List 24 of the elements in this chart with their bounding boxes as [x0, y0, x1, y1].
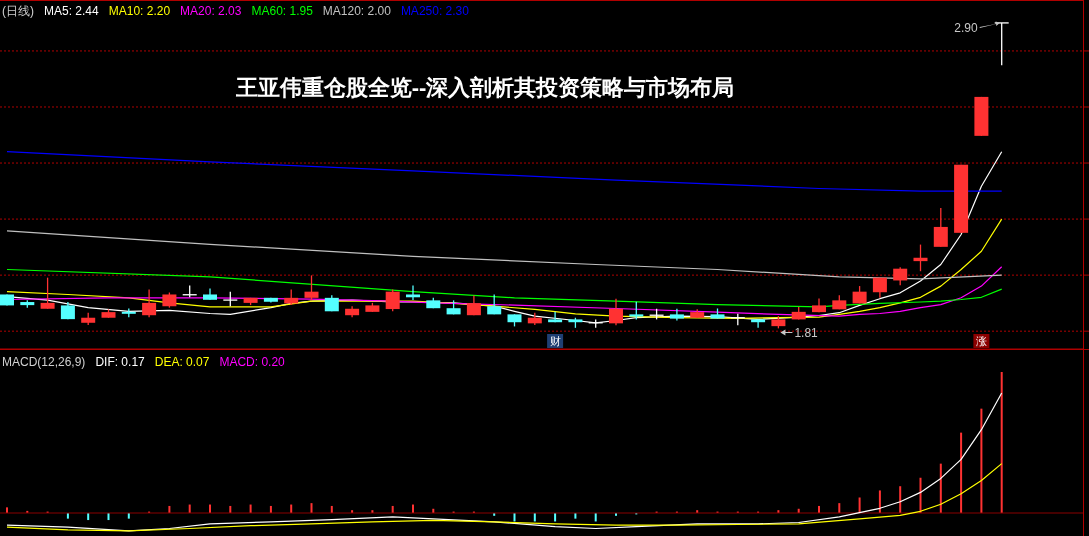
text: 王亚伟重仓股全览--深入剖析其投资策略与市场布局 [234, 75, 735, 100]
bar [310, 503, 313, 513]
text: MACD: 0.20 [219, 355, 286, 369]
text: MA120: 2.00 [322, 4, 392, 18]
text: MA60: 1.95 [251, 4, 314, 18]
bar [960, 432, 963, 513]
chart-title: MACD(12,26,9) [2, 355, 86, 369]
badge: 涨 [973, 334, 990, 348]
text: MA10: 2.20 [108, 4, 171, 18]
text: DEA: 0.07 [154, 355, 210, 369]
text: MA20: 2.03 [180, 4, 242, 18]
text: DIF: 0.17 [95, 355, 146, 369]
bar [858, 497, 861, 513]
text: MA250: 2.30 [400, 4, 470, 18]
bar [838, 503, 841, 513]
bar [1000, 372, 1003, 513]
bar [980, 408, 983, 513]
annotation: 2.90 [954, 20, 979, 35]
chart-subtitle: (日线) [2, 4, 34, 18]
bar [939, 463, 942, 513]
text: MA5: 2.44 [44, 4, 100, 18]
bar [899, 486, 902, 513]
badge: 财 [547, 334, 564, 348]
annotation: 1.81 [794, 326, 819, 341]
